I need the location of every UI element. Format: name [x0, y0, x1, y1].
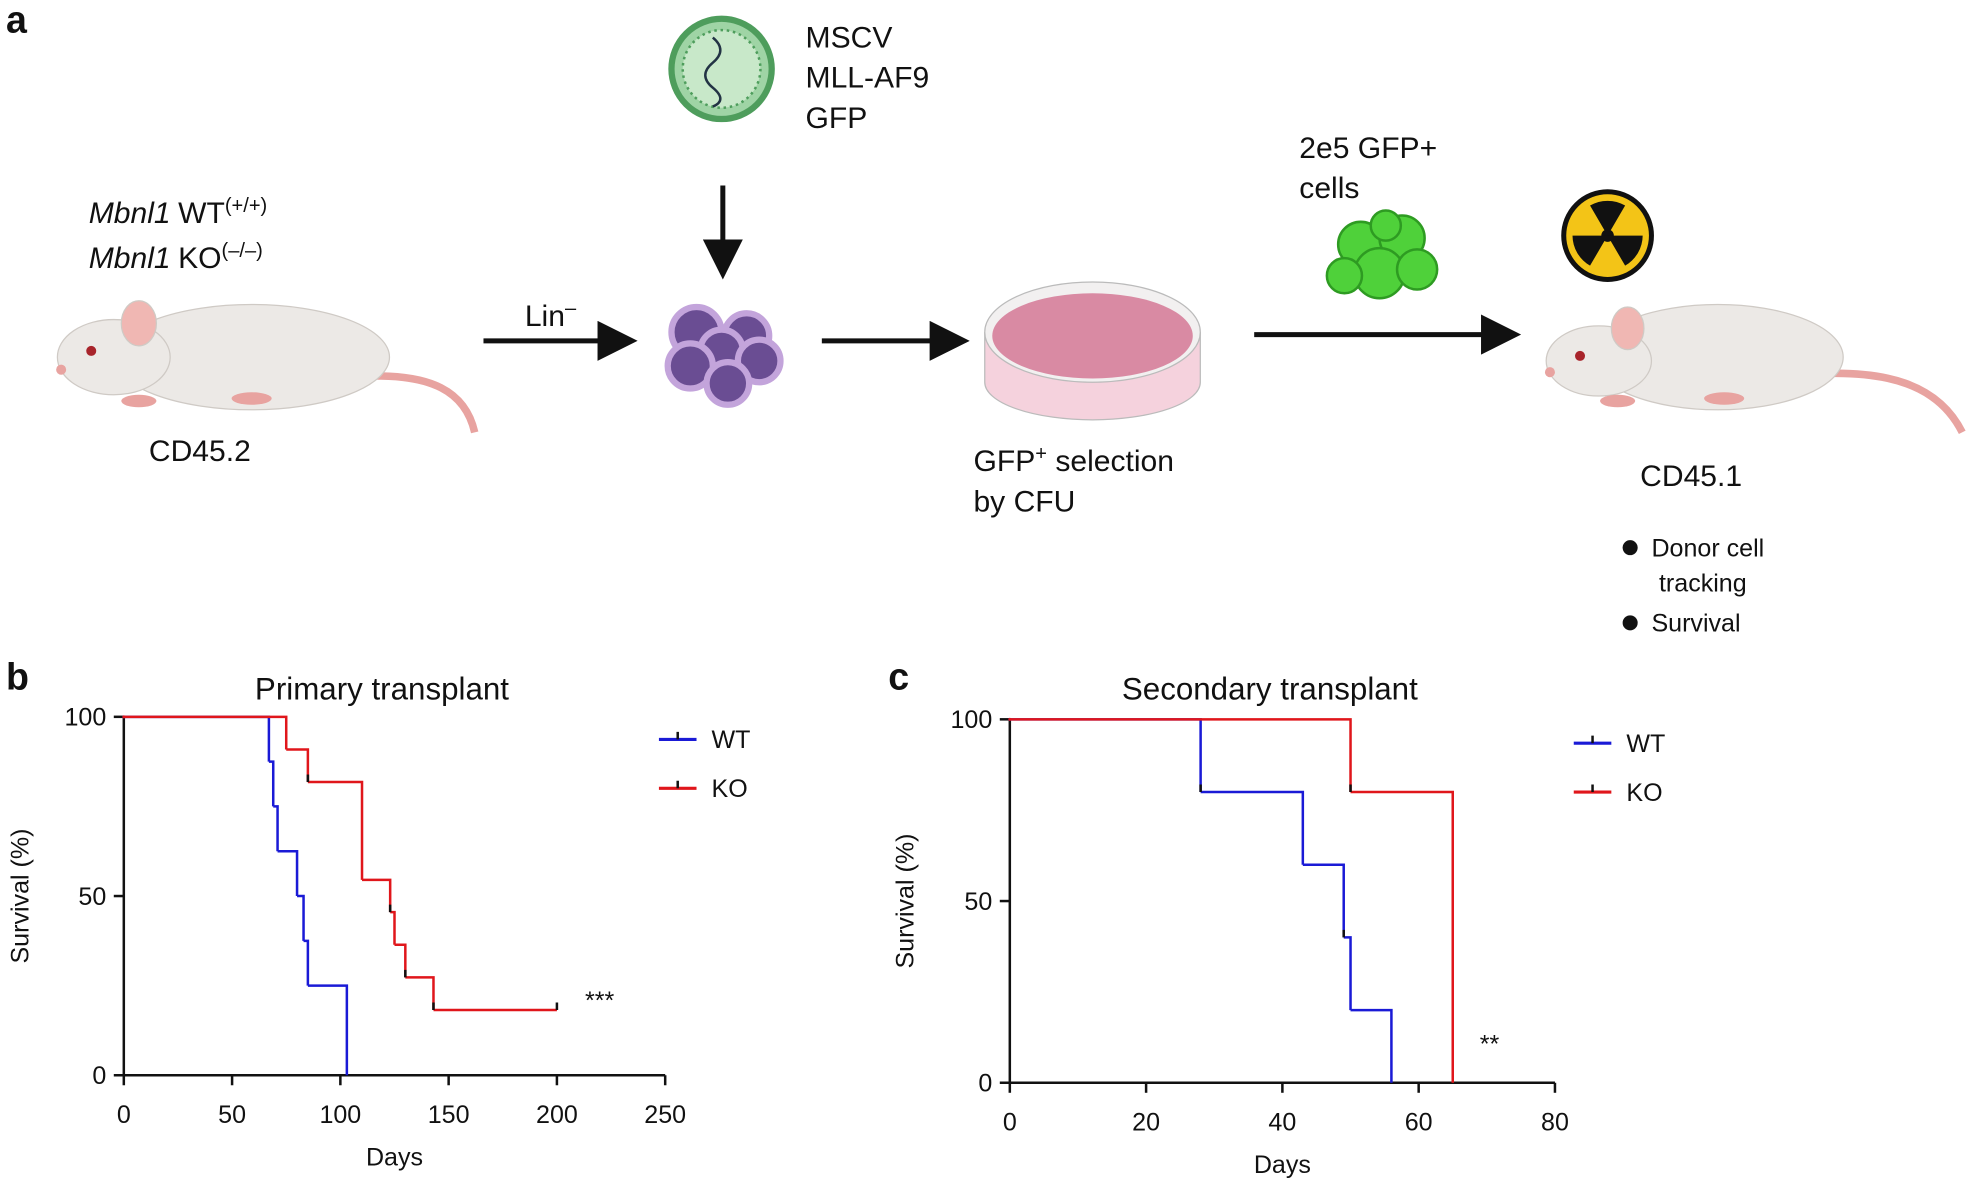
legend-label: WT: [1626, 730, 1665, 758]
y-tick-label: 50: [78, 883, 106, 911]
survival-step: [307, 984, 349, 1076]
dish: [984, 281, 1201, 421]
survival-step: [307, 780, 364, 880]
survival-step: [273, 805, 279, 852]
y-tick-label: 0: [92, 1062, 106, 1090]
genotype: Mbnl1 KO(–/–): [89, 240, 263, 275]
survival-step: [277, 849, 299, 897]
x-tick-label: 50: [218, 1101, 246, 1129]
x-tick-label: 80: [1541, 1108, 1569, 1136]
cells-label: 2e5 GFP+: [1299, 132, 1437, 165]
legend-label: WT: [712, 726, 751, 754]
x-tick-label: 40: [1268, 1108, 1296, 1136]
y-tick-label: 50: [964, 888, 992, 916]
survival-step: [362, 878, 392, 913]
panel-label: c: [888, 655, 909, 697]
survival-step: [1009, 718, 1202, 793]
survival-step: [297, 894, 305, 941]
panel-label: a: [6, 0, 28, 41]
lin-label: Lin–: [525, 298, 577, 333]
survival-step: [390, 910, 396, 945]
x-tick-label: 100: [319, 1101, 361, 1129]
mouse-recipient: [1544, 303, 1966, 435]
chart-title: Primary transplant: [255, 671, 509, 706]
survival-step: [123, 715, 288, 750]
genotype: Mbnl1 WT(+/+): [89, 195, 268, 230]
x-axis-label: Days: [1254, 1151, 1311, 1178]
x-axis-label: Days: [366, 1143, 423, 1171]
x-tick-label: 0: [117, 1101, 131, 1129]
survival-step: [1009, 718, 1352, 793]
y-tick-label: 100: [64, 704, 106, 732]
survival-step: [1350, 1008, 1393, 1083]
readout: Survival: [1651, 610, 1740, 638]
survival-step: [123, 715, 271, 762]
significance: ***: [585, 987, 614, 1015]
survival-step: [1302, 863, 1345, 938]
y-axis-label: Survival (%): [7, 829, 35, 964]
readout: tracking: [1659, 570, 1747, 598]
survival-step: [405, 976, 435, 1011]
survival-step: [1200, 790, 1305, 865]
y-tick-label: 100: [950, 706, 992, 734]
x-tick-label: 150: [428, 1101, 470, 1129]
vector-label: GFP: [806, 102, 868, 135]
survival-step: [286, 748, 310, 783]
survival-step: [303, 939, 310, 986]
genotype-sup: (–/–): [222, 240, 263, 262]
bullet: [1622, 540, 1638, 556]
x-tick-label: 60: [1405, 1108, 1433, 1136]
gene: Mbnl1: [89, 242, 171, 275]
selection-rest: selection: [1047, 445, 1174, 478]
x-tick-label: 0: [1003, 1108, 1017, 1136]
x-tick-label: 20: [1132, 1108, 1160, 1136]
selection-label: by CFU: [973, 485, 1075, 518]
gfp-cells: [1325, 209, 1439, 300]
legend-label: KO: [1626, 779, 1662, 807]
survival-step: [1343, 936, 1352, 1011]
survival-step: [268, 760, 275, 807]
readout: Donor cell: [1651, 534, 1764, 562]
genotype-sup: (+/+): [225, 195, 267, 217]
significance: **: [1480, 1031, 1500, 1059]
bullet: [1622, 615, 1638, 631]
radiation: [1561, 189, 1654, 282]
selection-label: GFP+ selection: [973, 443, 1174, 478]
selection: GFP: [973, 445, 1035, 478]
vector-label: MLL-AF9: [806, 62, 930, 95]
genotype-name: KO: [178, 242, 221, 275]
vector-label: MSCV: [806, 22, 893, 55]
survival-step: [394, 943, 407, 978]
lin-sup: –: [565, 298, 577, 320]
y-axis-label: Survival (%): [891, 834, 919, 969]
y-tick-label: 0: [978, 1070, 992, 1098]
recipient-label: CD45.1: [1640, 460, 1742, 493]
x-tick-label: 200: [536, 1101, 578, 1129]
selection-sup: +: [1035, 443, 1047, 465]
x-tick-label: 250: [644, 1101, 686, 1129]
lin: Lin: [525, 300, 565, 333]
gene: Mbnl1: [89, 197, 171, 230]
panel-label: b: [6, 655, 29, 697]
cells-label: cells: [1299, 172, 1359, 205]
survival-step: [1350, 790, 1454, 1083]
virus: [668, 15, 775, 123]
mouse-donor: [56, 300, 479, 434]
legend-label: KO: [712, 775, 748, 803]
donor-label: CD45.2: [149, 435, 251, 468]
genotype-name: WT: [178, 197, 225, 230]
chart-title: Secondary transplant: [1122, 671, 1418, 706]
cells: [664, 303, 784, 408]
